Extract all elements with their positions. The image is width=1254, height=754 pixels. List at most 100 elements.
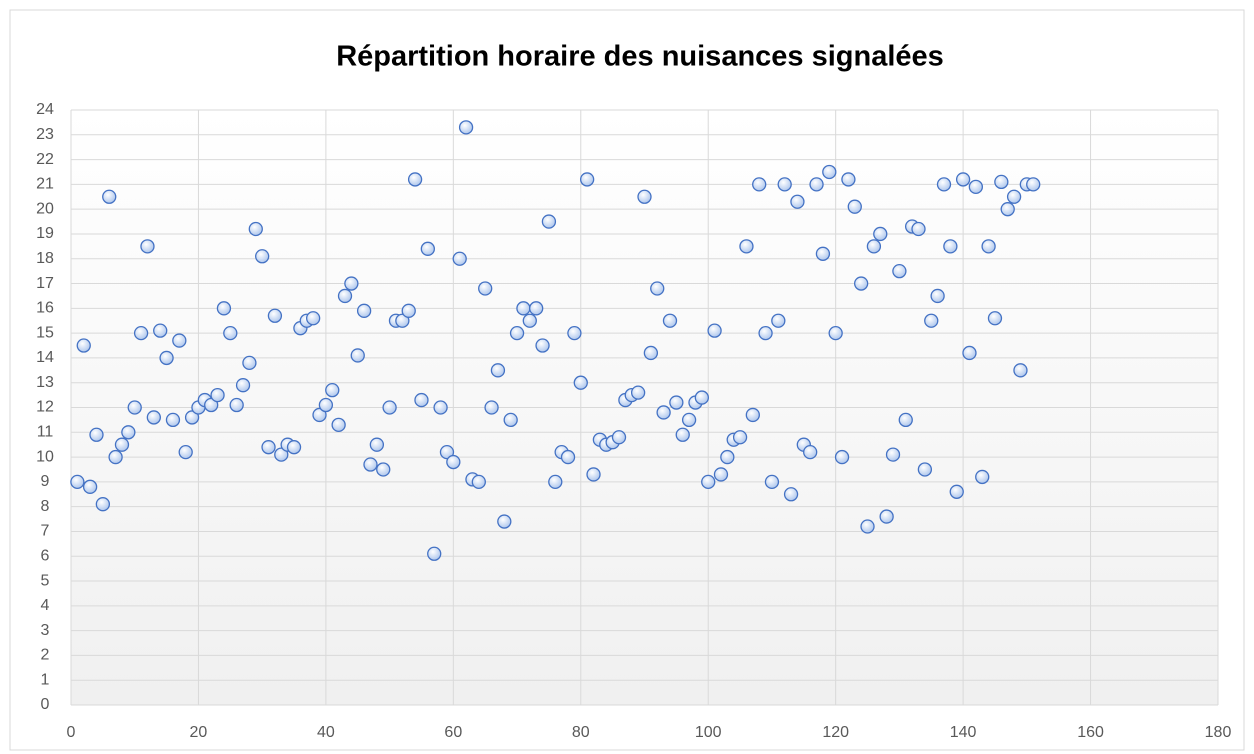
point xyxy=(127,400,142,415)
point xyxy=(484,400,499,415)
x-tick-label: 20 xyxy=(190,724,208,741)
point xyxy=(834,449,850,465)
point xyxy=(548,474,563,490)
point xyxy=(981,239,996,254)
point xyxy=(701,474,716,490)
point xyxy=(529,301,544,316)
point xyxy=(312,407,327,423)
point xyxy=(82,479,98,494)
point xyxy=(949,484,964,499)
point xyxy=(739,239,754,254)
point xyxy=(873,226,888,242)
point xyxy=(936,177,952,192)
y-tick-label: 18 xyxy=(36,250,54,267)
point xyxy=(369,437,385,452)
point xyxy=(1026,177,1041,192)
point xyxy=(490,363,506,378)
point xyxy=(669,395,684,410)
point xyxy=(694,390,709,405)
x-tick-label: 140 xyxy=(950,724,977,741)
point xyxy=(662,313,678,328)
point xyxy=(783,487,799,502)
point xyxy=(809,177,824,192)
point xyxy=(771,313,786,328)
point xyxy=(344,276,359,291)
point xyxy=(879,509,894,524)
point xyxy=(764,474,780,490)
point xyxy=(860,519,875,534)
point xyxy=(567,325,582,341)
point xyxy=(815,246,831,261)
point xyxy=(267,308,283,323)
point xyxy=(497,514,512,529)
point xyxy=(70,474,85,490)
point xyxy=(1000,202,1015,217)
point xyxy=(439,444,455,460)
y-tick-label: 22 xyxy=(36,151,54,168)
point xyxy=(637,189,652,204)
point xyxy=(427,546,442,561)
x-tick-label: 180 xyxy=(1205,724,1232,741)
point xyxy=(586,467,601,482)
y-tick-label: 10 xyxy=(36,448,54,465)
point xyxy=(337,288,353,304)
point xyxy=(318,397,334,413)
point xyxy=(994,174,1009,190)
point xyxy=(210,387,225,403)
point xyxy=(630,385,646,400)
chart-title: Répartition horaire des nuisances signal… xyxy=(336,41,944,73)
point xyxy=(458,120,474,135)
point xyxy=(866,239,882,254)
point xyxy=(229,397,244,413)
point xyxy=(885,447,901,462)
point xyxy=(898,412,913,428)
point xyxy=(803,444,818,460)
point xyxy=(216,301,232,316)
y-tick-label: 4 xyxy=(41,597,50,614)
y-tick-label: 17 xyxy=(36,275,54,292)
y-tick-label: 24 xyxy=(36,101,54,118)
y-tick-label: 19 xyxy=(36,225,54,242)
point xyxy=(305,311,321,326)
point xyxy=(917,462,933,477)
point xyxy=(401,303,416,318)
point xyxy=(535,338,550,353)
y-tick-label: 7 xyxy=(41,523,50,540)
y-tick-label: 5 xyxy=(41,572,50,589)
point xyxy=(656,405,671,420)
x-tick-label: 80 xyxy=(572,724,590,741)
point xyxy=(420,241,435,256)
point xyxy=(841,172,856,187)
point xyxy=(165,412,181,428)
x-tick-label: 40 xyxy=(317,724,335,741)
point xyxy=(478,281,493,296)
point xyxy=(777,177,792,192)
point xyxy=(471,474,486,490)
point xyxy=(713,467,729,482)
point xyxy=(331,417,346,433)
point xyxy=(407,172,423,187)
point xyxy=(707,323,722,338)
y-tick-label: 23 xyxy=(36,126,54,143)
point xyxy=(184,410,200,425)
point xyxy=(159,350,174,366)
point xyxy=(987,311,1003,326)
point xyxy=(968,179,984,195)
point xyxy=(255,249,270,264)
point xyxy=(962,345,977,361)
point xyxy=(643,345,659,361)
point xyxy=(153,323,168,338)
point xyxy=(286,440,302,455)
point xyxy=(204,397,219,413)
point xyxy=(261,440,276,455)
point xyxy=(356,303,372,318)
point xyxy=(242,355,257,371)
point xyxy=(89,427,104,442)
point xyxy=(790,194,805,209)
point xyxy=(847,199,862,214)
x-tick-label: 60 xyxy=(444,724,462,741)
point xyxy=(95,497,111,512)
point xyxy=(452,251,467,266)
point xyxy=(681,412,697,428)
point xyxy=(274,447,289,462)
